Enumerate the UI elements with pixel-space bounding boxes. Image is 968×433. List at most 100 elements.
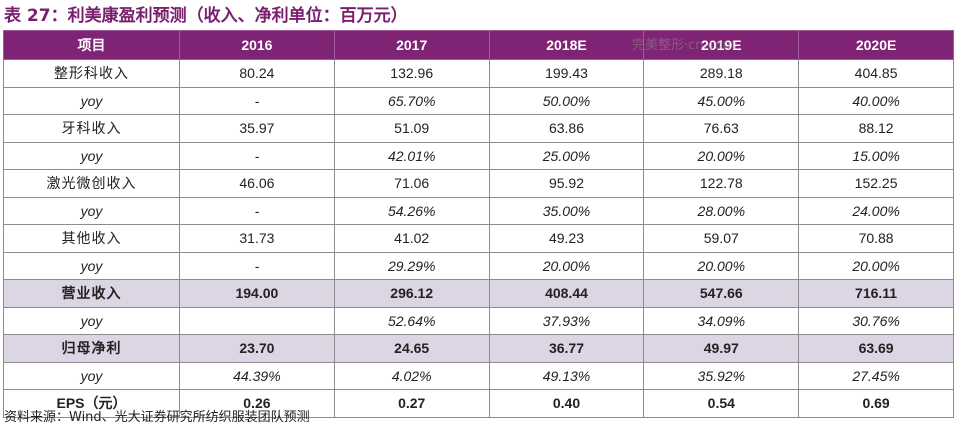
cell: 408.44 — [488, 279, 645, 308]
cell: 42.01% — [333, 141, 490, 170]
row-label: 牙科收入 — [3, 114, 180, 143]
cell: 80.24 — [179, 59, 335, 88]
cell: 0.27 — [333, 389, 490, 418]
cell: 122.78 — [643, 169, 800, 198]
row-label: 归母净利 — [3, 334, 180, 363]
cell: 24.65 — [333, 334, 490, 363]
cell: 15.00% — [798, 141, 954, 170]
cell: 20.00% — [643, 251, 800, 280]
table-row-net-profit: 归母净利 23.70 24.65 36.77 49.97 63.69 — [3, 334, 954, 363]
cell: 71.06 — [333, 169, 490, 198]
cell: 51.09 — [333, 114, 490, 143]
table-title: 表 27：利美康盈利预测（收入、净利单位：百万元） — [4, 6, 408, 26]
table-row: yoy - 54.26% 35.00% 28.00% 24.00% — [3, 196, 954, 225]
header-2020e: 2020E — [798, 30, 954, 60]
header-item: 项目 — [3, 30, 180, 60]
cell: 0.69 — [798, 389, 954, 418]
cell: 46.06 — [179, 169, 335, 198]
cell: 132.96 — [333, 59, 490, 88]
cell: 59.07 — [643, 224, 800, 253]
cell: 35.00% — [488, 196, 645, 225]
cell: 30.76% — [798, 306, 954, 335]
table-row: yoy 44.39% 4.02% 49.13% 35.92% 27.45% — [3, 361, 954, 390]
cell: 716.11 — [798, 279, 954, 308]
cell: 37.93% — [488, 306, 645, 335]
table-row: 牙科收入 35.97 51.09 63.86 76.63 88.12 — [3, 114, 954, 143]
header-2016: 2016 — [179, 30, 335, 60]
row-label: 营业收入 — [3, 279, 180, 308]
cell: 95.92 — [488, 169, 645, 198]
cell: 0.26 — [179, 389, 335, 418]
cell: 23.70 — [179, 334, 335, 363]
cell: 70.88 — [798, 224, 954, 253]
cell: 20.00% — [488, 251, 645, 280]
table-row: yoy 52.64% 37.93% 34.09% 30.76% — [3, 306, 954, 335]
row-label: yoy — [3, 306, 180, 335]
cell: 63.86 — [488, 114, 645, 143]
table-row-eps: EPS（元） 0.26 0.27 0.40 0.54 0.69 — [3, 389, 954, 418]
row-label: yoy — [3, 361, 180, 390]
cell: - — [179, 196, 335, 225]
cell: 24.00% — [798, 196, 954, 225]
cell: 63.69 — [798, 334, 954, 363]
header-2018e: 2018E — [488, 30, 645, 60]
table-row: yoy - 65.70% 50.00% 45.00% 40.00% — [3, 86, 954, 115]
cell: - — [179, 251, 335, 280]
table-row: yoy - 29.29% 20.00% 20.00% 20.00% — [3, 251, 954, 280]
cell: 36.77 — [488, 334, 645, 363]
cell: 49.23 — [488, 224, 645, 253]
cell: 20.00% — [643, 141, 800, 170]
cell: 152.25 — [798, 169, 954, 198]
cell: 4.02% — [333, 361, 490, 390]
cell: 27.45% — [798, 361, 954, 390]
table-row: 整形科收入 80.24 132.96 199.43 289.18 404.85 — [3, 59, 954, 88]
cell: 547.66 — [643, 279, 800, 308]
cell: 29.29% — [333, 251, 490, 280]
cell: 0.40 — [488, 389, 645, 418]
cell: 0.54 — [643, 389, 800, 418]
cell: 296.12 — [333, 279, 490, 308]
cell: 65.70% — [333, 86, 490, 115]
table-row-revenue: 营业收入 194.00 296.12 408.44 547.66 716.11 — [3, 279, 954, 308]
cell: 44.39% — [179, 361, 335, 390]
row-label: yoy — [3, 86, 180, 115]
row-label: 整形科收入 — [3, 59, 180, 88]
row-label: 其他收入 — [3, 224, 180, 253]
cell: 88.12 — [798, 114, 954, 143]
header-2019e: 2019E — [643, 30, 800, 60]
table-row: yoy - 42.01% 25.00% 20.00% 15.00% — [3, 141, 954, 170]
row-label: 激光微创收入 — [3, 169, 180, 198]
cell: 28.00% — [643, 196, 800, 225]
forecast-table: 项目 2016 2017 2018E 2019E 2020E 整形科收入 80.… — [3, 30, 954, 418]
cell: 52.64% — [333, 306, 490, 335]
table-row: 激光微创收入 46.06 71.06 95.92 122.78 152.25 — [3, 169, 954, 198]
table-row: 其他收入 31.73 41.02 49.23 59.07 70.88 — [3, 224, 954, 253]
row-label: EPS（元） — [3, 389, 180, 418]
cell: 199.43 — [488, 59, 645, 88]
cell: 45.00% — [643, 86, 800, 115]
cell: 35.97 — [179, 114, 335, 143]
header-2017: 2017 — [333, 30, 490, 60]
cell: 50.00% — [488, 86, 645, 115]
cell: - — [179, 141, 335, 170]
cell: 404.85 — [798, 59, 954, 88]
row-label: yoy — [3, 196, 180, 225]
cell: 20.00% — [798, 251, 954, 280]
cell: 31.73 — [179, 224, 335, 253]
cell: 41.02 — [333, 224, 490, 253]
cell: 40.00% — [798, 86, 954, 115]
cell: 289.18 — [643, 59, 800, 88]
cell: - — [179, 86, 335, 115]
row-label: yoy — [3, 251, 180, 280]
cell: 35.92% — [643, 361, 800, 390]
row-label: yoy — [3, 141, 180, 170]
cell — [179, 306, 335, 335]
cell: 34.09% — [643, 306, 800, 335]
cell: 49.13% — [488, 361, 645, 390]
cell: 49.97 — [643, 334, 800, 363]
source-note: 资料来源：Wind、光大证券研究所纺织服装团队预测 — [4, 410, 310, 425]
cell: 54.26% — [333, 196, 490, 225]
cell: 76.63 — [643, 114, 800, 143]
cell: 25.00% — [488, 141, 645, 170]
cell: 194.00 — [179, 279, 335, 308]
